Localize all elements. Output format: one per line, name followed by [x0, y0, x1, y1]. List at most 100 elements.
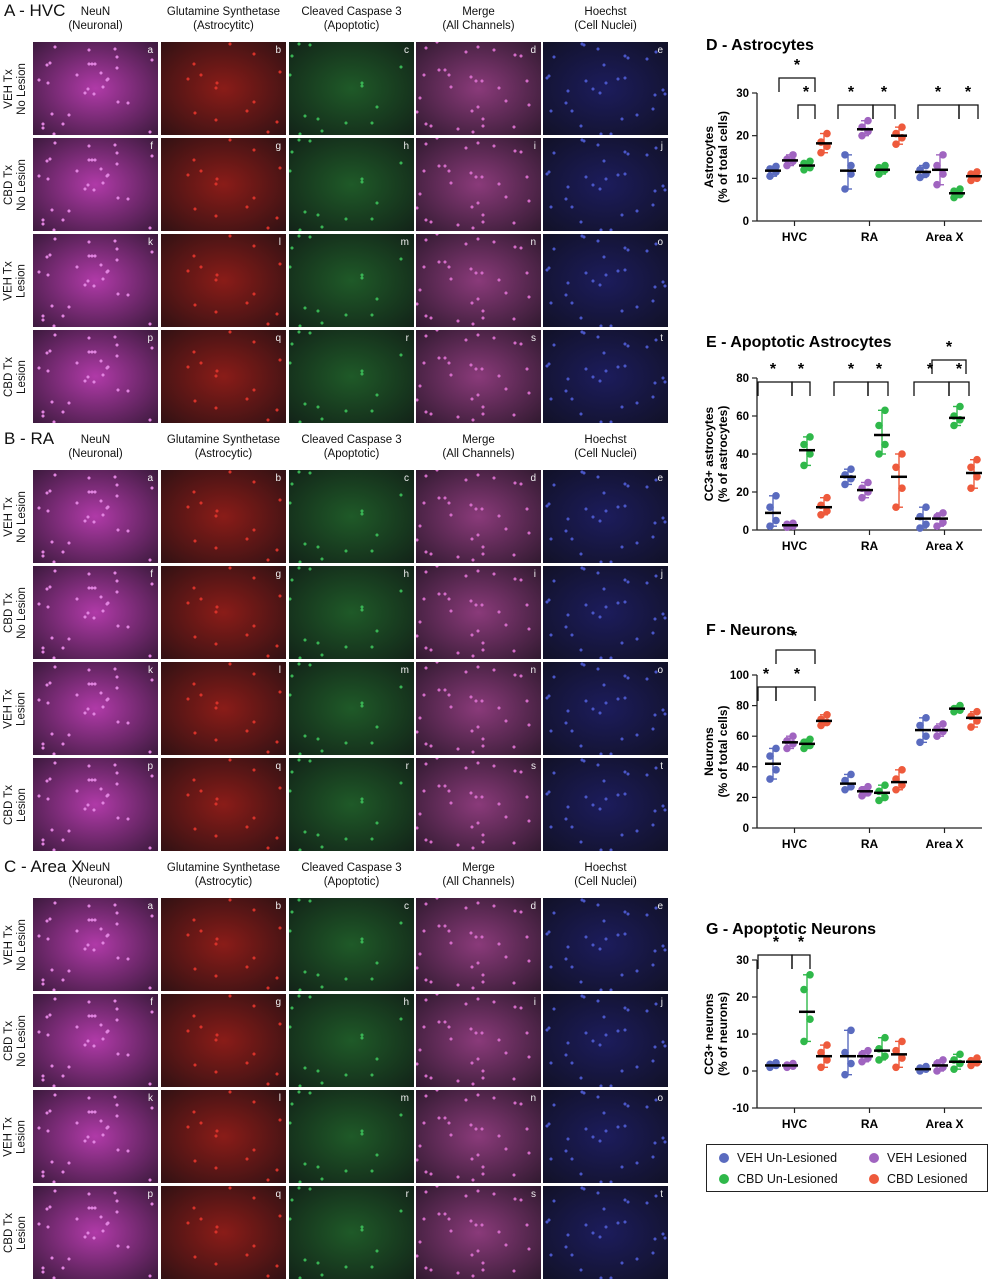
panel-letter: o	[657, 237, 663, 248]
panel-letter: d	[530, 473, 536, 484]
significance-star: *	[803, 84, 810, 101]
panel-letter: b	[275, 901, 281, 912]
panel-letter: a	[147, 473, 153, 484]
data-point	[916, 173, 924, 182]
data-point	[772, 162, 780, 171]
data-point	[847, 1026, 855, 1035]
panel-letter: h	[403, 997, 409, 1008]
micrograph-gs: g	[161, 994, 286, 1087]
panel-letter: i	[533, 997, 536, 1008]
data-point	[864, 782, 872, 791]
panel-letter: j	[660, 141, 663, 152]
data-point	[898, 1037, 906, 1046]
data-point	[898, 450, 906, 458]
micrograph-hoechst: o	[543, 1090, 668, 1183]
significance-star: *	[946, 339, 953, 356]
panel-letter: m	[400, 665, 409, 676]
data-point	[881, 1052, 889, 1060]
data-point	[772, 766, 780, 774]
panel-letter: t	[660, 1189, 663, 1200]
significance-star: *	[956, 361, 963, 378]
micrograph-cc3: m	[289, 1090, 414, 1183]
significance-star: *	[794, 666, 801, 683]
panel-letter: i	[533, 141, 536, 152]
data-point	[766, 522, 774, 530]
data-point	[916, 721, 924, 730]
legend-label: VEH Un-Lesioned	[737, 1151, 838, 1165]
significance-star: *	[770, 361, 777, 378]
significance-bracket	[958, 104, 979, 119]
data-point	[864, 116, 872, 125]
panel-letter: c	[404, 473, 409, 484]
micrograph-gs: b	[161, 898, 286, 991]
data-point	[950, 193, 958, 202]
significance-bracket	[775, 649, 816, 664]
significance-star: *	[763, 666, 770, 683]
data-point	[973, 707, 981, 716]
micrograph-cc3: r	[289, 758, 414, 851]
data-point	[847, 1059, 855, 1068]
panel-letter: r	[405, 761, 409, 772]
micrograph-merge: s	[416, 1186, 541, 1279]
column-header: Glutamine Synthetase (Astrocytic)	[166, 862, 281, 888]
y-tick-label: 0	[743, 823, 749, 835]
panel-letter: s	[531, 333, 536, 344]
significance-bracket	[867, 381, 889, 396]
data-point	[973, 1054, 981, 1062]
panel-letter: f	[150, 569, 153, 580]
panel-letter: n	[530, 1093, 536, 1104]
data-point	[939, 518, 947, 527]
data-point	[898, 123, 906, 131]
data-point	[858, 792, 866, 800]
micrograph-gs: q	[161, 1186, 286, 1279]
significance-bracket	[775, 686, 816, 701]
data-point	[783, 744, 791, 753]
data-point	[800, 166, 808, 174]
data-point	[881, 406, 889, 415]
data-point	[823, 493, 831, 502]
panel-letter: e	[657, 45, 663, 56]
panel-letter: d	[530, 901, 536, 912]
data-point	[922, 732, 930, 740]
chart-title: E - Apoptotic Astrocytes	[706, 334, 892, 351]
panel-letter: g	[275, 569, 281, 580]
panel-letter: b	[275, 45, 281, 56]
data-point	[806, 971, 814, 979]
data-point	[789, 151, 797, 159]
data-point	[817, 511, 825, 519]
panel-letter: j	[660, 569, 663, 580]
data-point	[922, 503, 930, 512]
panel-letter: g	[275, 997, 281, 1008]
micrograph-cc3: r	[289, 1186, 414, 1279]
panel-letter: l	[278, 1093, 281, 1104]
significance-star: *	[848, 361, 855, 378]
data-point	[823, 710, 831, 719]
data-point	[881, 793, 889, 802]
data-point	[806, 433, 814, 441]
section-title: A - HVC	[4, 1, 66, 20]
column-header: Glutamine Synthetase (Astrocytic)	[166, 434, 281, 460]
data-point	[875, 170, 883, 178]
x-tick-label: Area X	[925, 230, 963, 244]
micrograph-gs: g	[161, 566, 286, 659]
micrograph-neun: a	[33, 42, 158, 135]
y-tick-label: 60	[736, 411, 749, 423]
panel-letter: s	[531, 761, 536, 772]
data-point	[892, 140, 900, 148]
data-point	[858, 1057, 866, 1066]
data-point	[939, 509, 947, 517]
data-point	[800, 985, 808, 994]
panel-letter: n	[530, 237, 536, 248]
data-point	[800, 461, 808, 470]
data-point	[875, 796, 883, 805]
y-axis-label: (% of total cells)	[716, 111, 730, 203]
panel-letter: d	[530, 45, 536, 56]
micrograph-neun: k	[33, 234, 158, 327]
significance-bracket	[872, 104, 896, 119]
data-point	[847, 170, 855, 178]
legend-dot	[719, 1153, 729, 1163]
data-point	[789, 732, 797, 740]
data-point	[817, 1063, 825, 1072]
data-point	[800, 440, 808, 449]
data-point	[967, 484, 975, 493]
